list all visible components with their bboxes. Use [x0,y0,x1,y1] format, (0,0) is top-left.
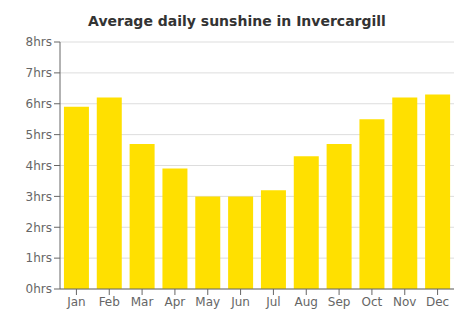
svg-text:Dec: Dec [426,295,449,309]
svg-text:Aug: Aug [295,295,318,309]
svg-text:Oct: Oct [362,295,383,309]
html-text:Average daily sunshine in Inve: Average daily sunshine in Invercargill [88,13,386,29]
svg-text:Feb: Feb [99,295,120,309]
svg-text:0hrs: 0hrs [26,282,52,296]
svg-text:5hrs: 5hrs [26,128,52,142]
svg-text:4hrs: 4hrs [26,159,52,173]
svg-text:Sep: Sep [328,295,351,309]
svg-text:1hrs: 1hrs [26,251,52,265]
svg-text:Nov: Nov [393,295,416,309]
svg-text:8hrs: 8hrs [26,35,52,49]
svg-text:Apr: Apr [165,295,186,309]
svg-text:2hrs: 2hrs [26,221,52,235]
svg-text:3hrs: 3hrs [26,190,52,204]
svg-text:Mar: Mar [131,295,154,309]
svg-text:6hrs: 6hrs [26,97,52,111]
svg-text:Jun: Jun [230,295,250,309]
svg-text:Jul: Jul [265,295,280,309]
svg-text:May: May [195,295,220,309]
svg-text:Jan: Jan [66,295,86,309]
svg-text:7hrs: 7hrs [26,66,52,80]
